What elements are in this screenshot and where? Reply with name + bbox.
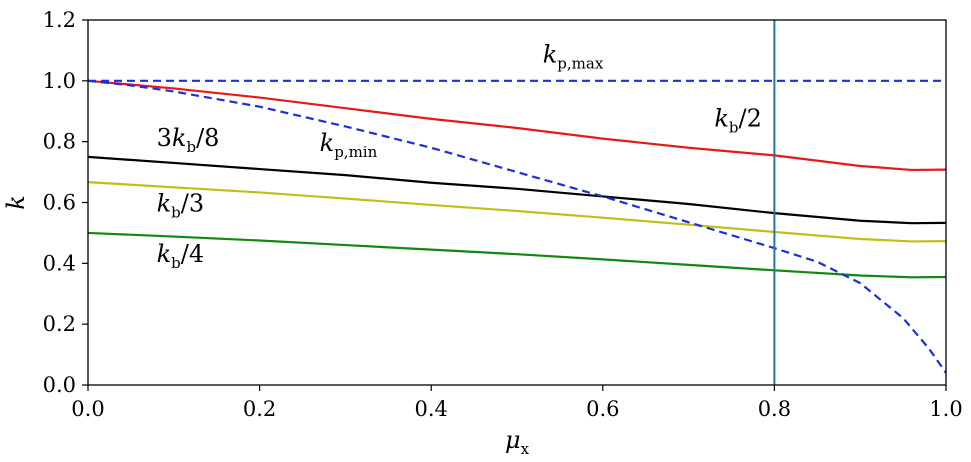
x-tick-label: 1.0 [929,397,962,421]
y-tick-label: 0.2 [43,312,76,336]
series-annotation-4: kb/3 [157,190,205,222]
series-annotation-3: kp,min [320,129,378,161]
series-line-3 [87,231,947,279]
x-tick-label: 0.4 [414,397,447,421]
series-line-0 [87,79,947,172]
series-annotation-5: kb/4 [157,240,205,272]
y-tick-label: 0.8 [43,130,76,154]
x-tick-label: 0.0 [71,397,104,421]
x-tick-label: 0.8 [758,397,791,421]
y-tick-label: 0.6 [43,191,76,215]
plot-frame [87,19,947,386]
series-annotation-2: 3kb/8 [157,124,220,156]
series-line-1 [87,155,947,225]
y-tick-label: 0.4 [43,251,76,275]
y-tick-label: 1.0 [43,69,76,93]
y-axis-ticks: 0.0 0.2 0.4 0.6 0.8 1.0 1.2 [43,8,88,397]
plot-lines [87,20,947,385]
x-axis-label: μx [505,426,530,458]
series-annotation-0: kp,max [543,41,604,73]
x-axis-ticks: 0.0 0.2 0.4 0.6 0.8 1.0 [71,385,963,421]
y-axis-label: k [2,195,30,210]
series-line-2 [87,181,947,243]
series-annotations: kp,max kb/2 3kb/8 kp,min kb/3 kb/4 [157,41,762,272]
x-tick-label: 0.6 [586,397,619,421]
series-annotation-1: kb/2 [714,104,762,136]
x-tick-label: 0.2 [243,397,276,421]
series-line-5 [87,79,947,374]
y-tick-label: 0.0 [43,373,76,397]
y-tick-label: 1.2 [43,8,76,32]
